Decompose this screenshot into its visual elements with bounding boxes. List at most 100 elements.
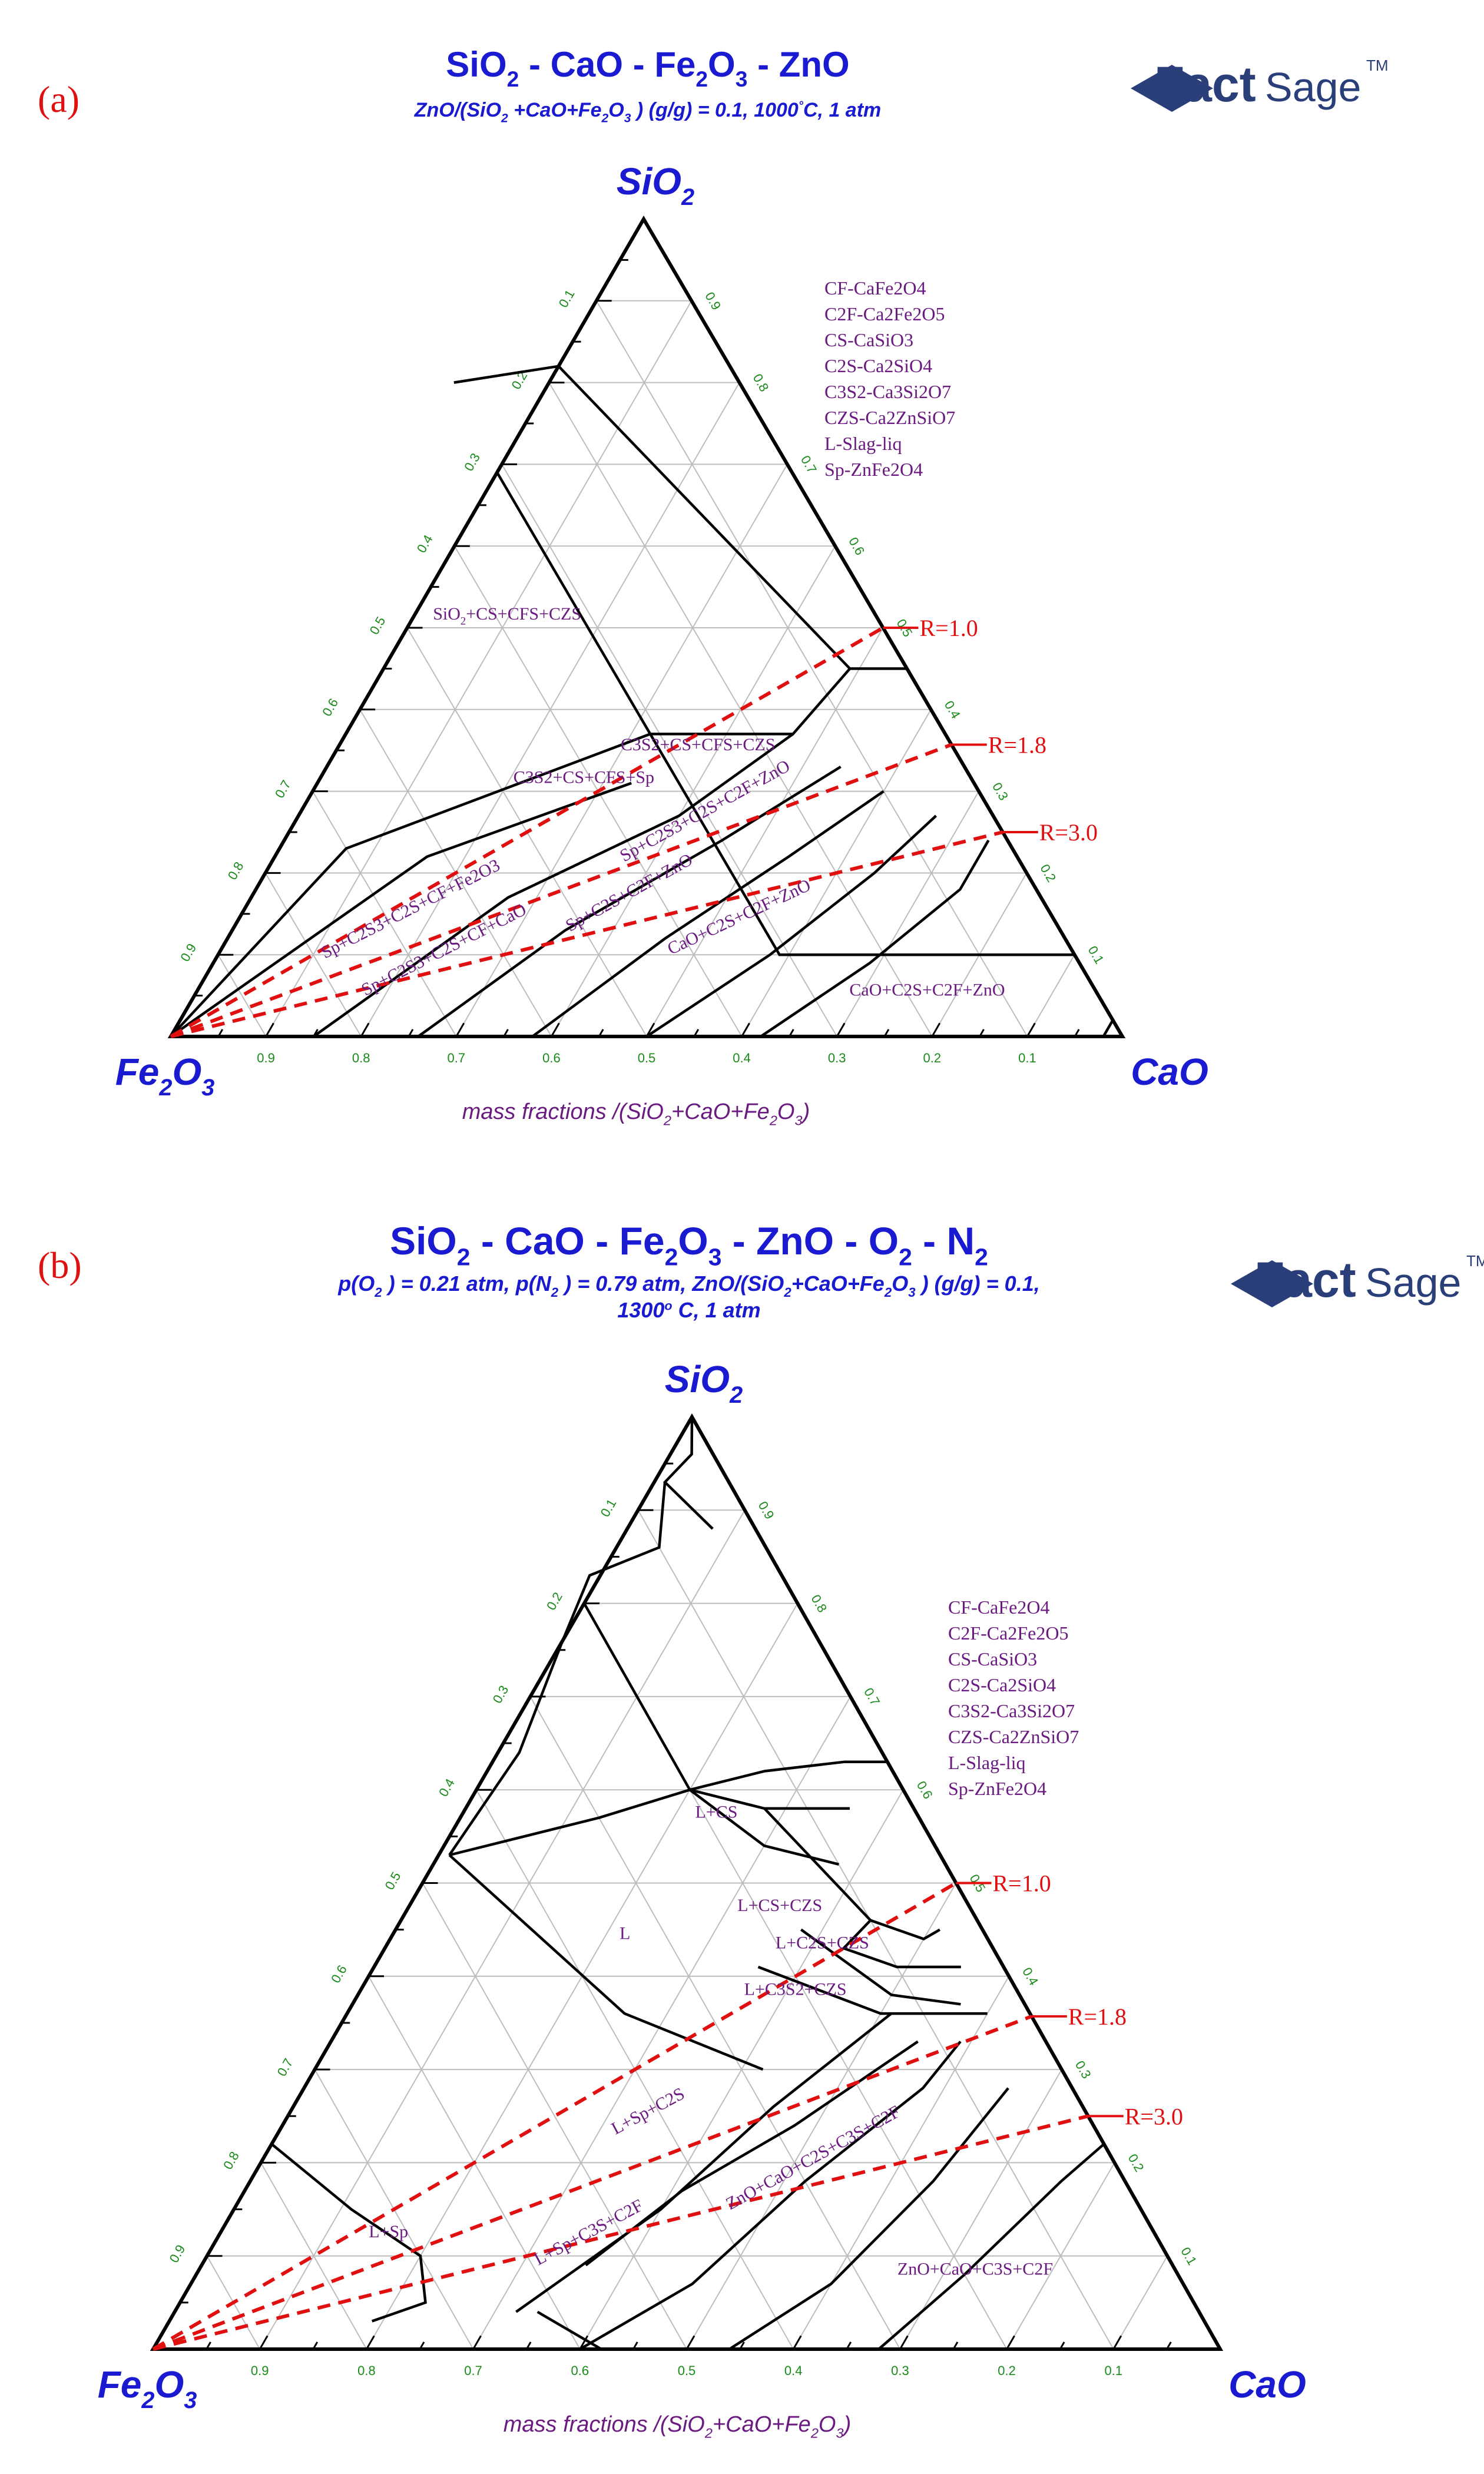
- tick: [1018, 859, 1028, 874]
- tick-label-right: 0.7: [861, 1685, 883, 1708]
- legend-item: C2S-Ca2SiO4: [824, 355, 932, 376]
- tick: [806, 497, 812, 506]
- tick-label-right: 0.3: [989, 780, 1011, 803]
- tick: [978, 1922, 983, 1930]
- grid-line: [529, 1696, 901, 2350]
- grid-line: [1112, 2256, 1168, 2350]
- tick: [836, 1022, 846, 1037]
- tick-label-right: 0.8: [750, 371, 772, 394]
- tick-label-bottom: 0.7: [464, 2363, 482, 2378]
- legend-item: CS-CaSiO3: [948, 1648, 1037, 1670]
- tick: [1166, 2341, 1172, 2350]
- diagram-subtitle: ZnO/(SiO2 +CaO+Fe2O3 ) (g/g) = 0.1, 1000…: [414, 99, 882, 125]
- tick: [408, 1029, 414, 1037]
- phase-boundary: [1102, 1019, 1114, 1038]
- phase-boundary: [227, 2143, 273, 2220]
- tick: [766, 1549, 772, 1558]
- tick: [710, 334, 717, 342]
- tick-label-right: 0.3: [1072, 2058, 1094, 2081]
- region-label: CaO+C2S+C2F+ZnO: [849, 981, 1005, 1000]
- basicity-line: [152, 1881, 958, 2351]
- tick: [1188, 2294, 1195, 2303]
- logo-sage: Sage: [1265, 64, 1361, 110]
- legend-item: L-Slag-liq: [824, 433, 902, 454]
- tick: [979, 1029, 985, 1037]
- grid-line: [646, 627, 884, 1037]
- tick-label-right: 0.2: [1125, 2151, 1147, 2174]
- basicity-lines: R=1.0 R=1.8 R=3.0: [152, 1870, 1183, 2351]
- tick: [779, 451, 789, 465]
- tick-label-bottom: 0.5: [638, 1051, 656, 1065]
- legend-item: L-Slag-liq: [948, 1752, 1026, 1773]
- grid-line: [455, 463, 788, 1037]
- tick-label-right: 0.4: [1019, 1965, 1041, 1988]
- tick-label-right: 0.4: [942, 698, 963, 721]
- legend-item: Sp-ZnFe2O4: [824, 459, 923, 480]
- tick-label-left: 0.5: [382, 1869, 404, 1892]
- tick: [948, 1869, 957, 1884]
- tick-label-right: 0.8: [808, 1592, 830, 1615]
- vertex-label-fe2o3: Fe2O3: [98, 2363, 197, 2413]
- phase-boundary: [728, 2087, 1009, 2350]
- phase-boundary: [800, 1928, 961, 2006]
- basicity-label: R=1.8: [1068, 2003, 1127, 2030]
- factsage-logo: Fact Sage TM: [1231, 1252, 1484, 1307]
- panel-b: (b) SiO2 - CaO - Fe2O3 - ZnO - O2 - N2p(O…: [38, 1219, 1484, 2441]
- axis-label: mass fractions /(SiO2+CaO+Fe2O3): [504, 2412, 852, 2441]
- factsage-logo: Fact Sage TM: [1131, 57, 1389, 112]
- tick-marks: [180, 1456, 1195, 2350]
- tick: [1000, 1962, 1010, 1977]
- phase-boundary: [877, 2143, 1105, 2350]
- tick: [693, 1029, 700, 1037]
- region-label: L: [620, 1923, 630, 1943]
- tick: [819, 1642, 825, 1651]
- tick: [899, 2335, 909, 2350]
- phase-boundary: [579, 2041, 962, 2350]
- tick: [758, 416, 764, 424]
- grid-line: [686, 1882, 957, 2350]
- phase-boundary: [453, 365, 559, 384]
- tick: [419, 2341, 425, 2350]
- tick-label-left: 0.5: [367, 614, 389, 637]
- tick: [842, 1683, 852, 1697]
- grid-line: [595, 300, 1028, 1037]
- legend-item: CS-CaSiO3: [824, 329, 913, 350]
- phase-boundary: [760, 839, 990, 1038]
- tick: [872, 1736, 878, 1744]
- phase-boundary: [757, 1965, 988, 2015]
- tick-label-bottom: 0.1: [1018, 1051, 1036, 1065]
- tick-label-bottom: 0.9: [251, 2363, 269, 2378]
- tick-marks: [194, 252, 1099, 1037]
- region-label: SiO2+CS+CFS+CZS: [433, 604, 581, 627]
- tick: [598, 1029, 604, 1037]
- tick-label-bottom: 0.1: [1105, 2363, 1123, 2378]
- tick-label-left: 0.3: [461, 451, 483, 473]
- vertex-label-fe2o3: Fe2O3: [115, 1051, 215, 1101]
- tick: [662, 252, 668, 261]
- region-label: ZnO+CaO+C3S+C2F: [897, 2259, 1053, 2278]
- tick: [1136, 2201, 1142, 2210]
- tick-label-left: 0.7: [272, 777, 294, 800]
- basicity-line: [153, 2114, 1089, 2351]
- tick: [366, 2335, 375, 2350]
- basicity-lines: R=1.0 R=1.8 R=3.0: [170, 615, 1098, 1038]
- tick-label-right: 0.6: [846, 535, 867, 558]
- tick: [525, 2341, 532, 2350]
- tick: [455, 1022, 465, 1037]
- tick-label-bottom: 0.2: [998, 2363, 1016, 2378]
- phase-boundary: [448, 1854, 764, 2071]
- tick-label-left: 0.2: [544, 1589, 565, 1612]
- vertex-label-cao: CaO: [1228, 2363, 1306, 2406]
- tick: [1158, 2242, 1168, 2257]
- tick: [632, 2341, 638, 2350]
- legend-item: Sp-ZnFe2O4: [948, 1778, 1046, 1799]
- tick: [741, 1022, 750, 1037]
- phase-boundary: [496, 472, 1075, 956]
- grid-line: [265, 300, 693, 1037]
- tick: [1045, 906, 1052, 915]
- logo-diamond: [1231, 1260, 1313, 1307]
- tick-label-bottom: 0.5: [678, 2363, 696, 2378]
- panel-label: (a): [38, 78, 80, 120]
- tick: [683, 287, 693, 302]
- legend-item: CF-CaFe2O4: [824, 277, 926, 299]
